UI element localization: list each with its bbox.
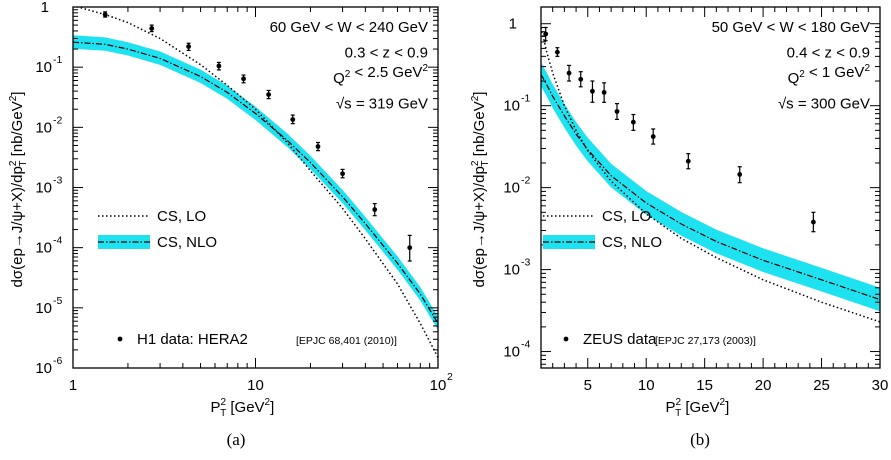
x-tick-label: 5 bbox=[584, 377, 592, 394]
y-axis-label: dσ(ep→J/ψ+X)/dp2T [nb/GeV2] bbox=[470, 92, 491, 288]
data-point bbox=[186, 42, 192, 51]
data-point bbox=[340, 168, 345, 179]
data-point bbox=[266, 89, 272, 100]
kinematic-annotation: √s = 300 GeV bbox=[778, 96, 870, 113]
svg-text:CS, LO: CS, LO bbox=[157, 208, 206, 225]
data-point bbox=[149, 24, 155, 33]
svg-text:CS, NLO: CS, NLO bbox=[157, 234, 217, 251]
y-tick-exp: -2 bbox=[53, 114, 62, 126]
data-point bbox=[685, 153, 691, 170]
y-tick-exp: -4 bbox=[521, 339, 530, 351]
y-tick-label: 10 bbox=[503, 262, 520, 279]
y-tick-label: 10 bbox=[35, 300, 52, 317]
legend-item-data: H1 data: HERA2 bbox=[117, 331, 248, 348]
y-tick-exp: -3 bbox=[53, 175, 62, 187]
y-tick-exp: -6 bbox=[53, 355, 62, 367]
y-tick-exp: -1 bbox=[521, 93, 530, 105]
y-tick-exp: -5 bbox=[53, 295, 62, 307]
legend-item-nlo: CS, NLO bbox=[543, 234, 662, 251]
y-axis-label: dσ(ep→J/ψ+X)/dp2T [nb/GeV2] bbox=[8, 92, 29, 288]
x-tick-exp: 2 bbox=[447, 371, 453, 383]
y-tick-label: 10 bbox=[35, 180, 52, 197]
data-point bbox=[102, 11, 108, 18]
lo-curve bbox=[74, 7, 438, 358]
panel-a: 110 -110 -210 -310 -410 -510 -61 10 10 2P2 T [GeV2… bbox=[8, 0, 453, 449]
data-point bbox=[810, 211, 816, 233]
y-tick-label: 10 bbox=[35, 119, 52, 136]
data-point bbox=[630, 113, 636, 131]
x-tick-label: 15 bbox=[696, 377, 713, 394]
data-point bbox=[241, 74, 246, 84]
svg-text:dσ(ep→J/ψ+X)/dp2T [nb/GeV2]: dσ(ep→J/ψ+X)/dp2T [nb/GeV2] bbox=[8, 92, 29, 288]
y-tick-label: 10 bbox=[503, 180, 520, 197]
data-point bbox=[543, 26, 549, 42]
x-tick-label: 10 bbox=[638, 377, 655, 394]
nlo-curve bbox=[73, 41, 438, 324]
nlo-uncertainty-band bbox=[541, 62, 880, 312]
kinematic-annotation: Q2 < 2.5 GeV2 bbox=[333, 63, 428, 87]
kinematic-annotation: 50 GeV < W < 180 GeV bbox=[712, 19, 870, 36]
y-tick-exp: -2 bbox=[521, 175, 530, 187]
plot-area bbox=[541, 26, 880, 323]
data-point bbox=[578, 71, 584, 88]
x-axis-label: P2 T [GeV2] bbox=[666, 397, 730, 419]
svg-text:ZEUS data: ZEUS data bbox=[583, 331, 657, 348]
kinematic-annotation: √s = 319 GeV bbox=[336, 96, 428, 113]
data-point bbox=[407, 234, 413, 262]
x-tick-label: 10 bbox=[247, 377, 264, 394]
legend-item-nlo: CS, NLO bbox=[98, 234, 217, 251]
svg-text:dσ(ep→J/ψ+X)/dp2T [nb/GeV2]: dσ(ep→J/ψ+X)/dp2T [nb/GeV2] bbox=[470, 92, 491, 288]
y-tick-label: 1 bbox=[509, 16, 517, 33]
svg-text:CS, NLO: CS, NLO bbox=[602, 234, 662, 251]
y-tick-label: 10 bbox=[503, 344, 520, 361]
data-reference: [EPJC 27,173 (2003)] bbox=[655, 335, 756, 347]
y-tick-exp: -4 bbox=[53, 235, 62, 247]
data-point bbox=[554, 47, 560, 57]
x-tick-label: 20 bbox=[755, 377, 772, 394]
svg-text:CS, LO: CS, LO bbox=[602, 208, 651, 225]
data-point bbox=[737, 166, 743, 184]
plot-area bbox=[73, 7, 438, 358]
y-tick-label: 10 bbox=[35, 360, 52, 377]
y-tick-label: 10 bbox=[503, 98, 520, 115]
kinematic-annotation: 0.4 < z < 0.9 bbox=[787, 45, 870, 62]
x-tick-label: 10 bbox=[430, 377, 447, 394]
y-tick-label: 10 bbox=[35, 59, 52, 76]
legend-item-lo: CS, LO bbox=[543, 208, 651, 225]
x-axis-label: P2 T [GeV2] bbox=[211, 397, 275, 419]
data-point bbox=[290, 114, 296, 125]
x-tick-label: 30 bbox=[872, 377, 889, 394]
y-tick-label: 1 bbox=[41, 0, 49, 16]
kinematic-annotation: 60 GeV < W < 240 GeV bbox=[270, 19, 428, 36]
panel-caption: (a) bbox=[227, 430, 246, 449]
y-tick-exp: -3 bbox=[521, 257, 530, 269]
data-point bbox=[650, 128, 656, 145]
lo-curve bbox=[541, 27, 880, 323]
data-point bbox=[566, 64, 572, 82]
x-tick-label: 1 bbox=[69, 377, 77, 394]
kinematic-annotation: 0.3 < z < 0.9 bbox=[345, 45, 428, 62]
kinematic-annotation: Q2 < 1 GeV2 bbox=[788, 63, 871, 87]
nlo-curve bbox=[541, 74, 880, 301]
data-point bbox=[601, 82, 607, 103]
legend-item-data: ZEUS data bbox=[563, 331, 657, 348]
y-tick-label: 10 bbox=[35, 240, 52, 257]
panel-caption: (b) bbox=[690, 430, 710, 449]
y-tick-exp: -1 bbox=[53, 54, 62, 66]
data-point bbox=[216, 61, 222, 71]
data-point bbox=[590, 80, 595, 103]
svg-text:H1 data: HERA2: H1 data: HERA2 bbox=[137, 331, 248, 348]
x-tick-label: 25 bbox=[813, 377, 830, 394]
data-point bbox=[315, 141, 321, 152]
data-reference: [EPJC 68,401 (2010)] bbox=[296, 335, 397, 347]
legend-item-lo: CS, LO bbox=[98, 208, 206, 225]
data-point bbox=[372, 203, 378, 217]
data-point bbox=[614, 103, 620, 121]
